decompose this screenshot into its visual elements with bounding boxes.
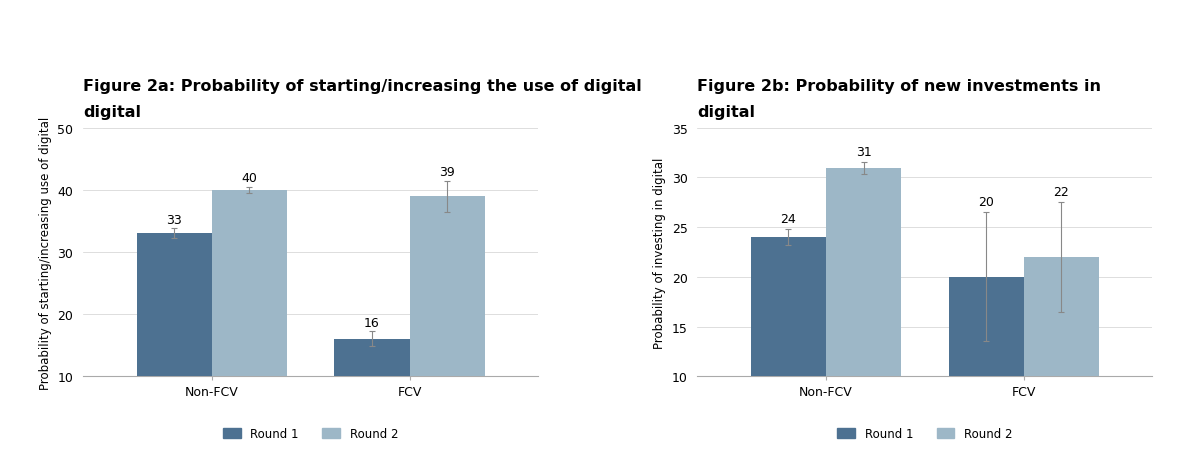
Bar	[410, 196, 485, 376]
Bar	[137, 234, 211, 376]
Bar	[211, 190, 287, 376]
Text: digital: digital	[697, 104, 756, 119]
Text: 16: 16	[364, 316, 380, 329]
Legend: Round 1, Round 2: Round 1, Round 2	[219, 422, 403, 445]
Text: digital: digital	[83, 104, 141, 119]
Bar	[751, 238, 826, 376]
Text: 40: 40	[241, 172, 258, 185]
Text: 22: 22	[1054, 186, 1069, 199]
Text: 39: 39	[440, 166, 455, 179]
Bar	[826, 168, 902, 376]
Text: 20: 20	[978, 196, 994, 209]
Text: Figure 2b: Probability of new investments in: Figure 2b: Probability of new investment…	[697, 79, 1101, 94]
Y-axis label: Probability of investing in digital: Probability of investing in digital	[653, 157, 666, 348]
Bar	[334, 339, 410, 376]
Text: 33: 33	[166, 213, 182, 226]
Text: Figure 2a: Probability of starting/increasing the use of digital: Figure 2a: Probability of starting/incre…	[83, 79, 642, 94]
Text: 31: 31	[855, 146, 872, 158]
Bar	[948, 277, 1024, 376]
Legend: Round 1, Round 2: Round 1, Round 2	[833, 422, 1017, 445]
Y-axis label: Probability of starting/increasing use of digital: Probability of starting/increasing use o…	[39, 116, 52, 389]
Bar	[1024, 257, 1099, 376]
Text: 24: 24	[781, 213, 796, 226]
